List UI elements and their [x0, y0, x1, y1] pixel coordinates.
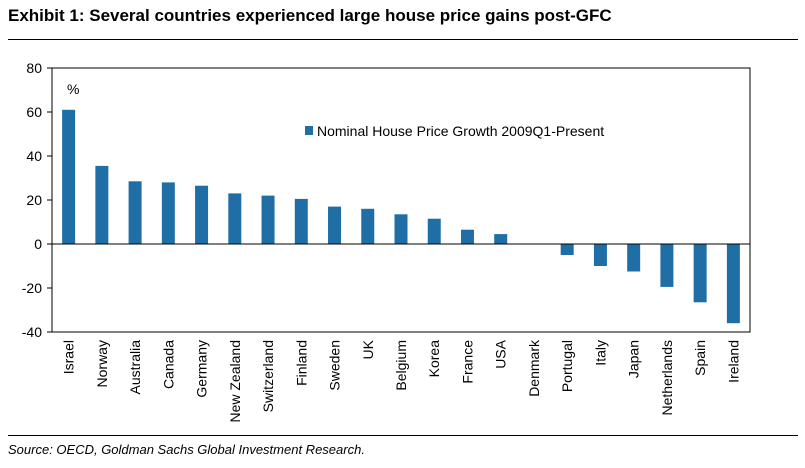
y-tick-label: 40 [26, 148, 42, 164]
bar-series [62, 109, 740, 324]
x-tick-label: New Zealand [227, 340, 243, 423]
bar-sweden [328, 206, 342, 244]
x-tick-label: Japan [626, 340, 642, 378]
y-tick-label: 0 [34, 236, 42, 252]
y-axis: 80 60 40 20 0 -20 -40 [22, 60, 52, 340]
legend-label: Nominal House Price Growth 2009Q1-Presen… [317, 123, 604, 139]
legend: Nominal House Price Growth 2009Q1-Presen… [305, 123, 604, 139]
y-tick-label: 20 [26, 192, 42, 208]
bar-netherlands [660, 244, 674, 287]
bar-belgium [394, 214, 408, 244]
x-tick-label: Belgium [393, 340, 409, 391]
title-rule [8, 39, 798, 40]
bar-israel [62, 109, 76, 244]
plot-frame [51, 67, 751, 333]
bar-italy [593, 244, 607, 266]
x-tick-label: Ireland [725, 340, 741, 383]
x-tick-label: Switzerland [260, 340, 276, 412]
x-tick-label: Denmark [526, 339, 542, 397]
bar-germany [195, 185, 209, 244]
unit-label: % [67, 81, 79, 97]
x-tick-label: Israel [61, 340, 77, 374]
bar-australia [128, 181, 142, 244]
source-note: Source: OECD, Goldman Sachs Global Inves… [8, 442, 365, 457]
bar-uk [361, 208, 375, 244]
bar-chart: 80 60 40 20 0 -20 -40 Israel Norway Australia Can… [22, 60, 751, 423]
bar-switzerland [261, 195, 275, 244]
bar-norway [95, 165, 109, 244]
y-tick-label: -40 [22, 324, 42, 340]
x-tick-label: Portugal [559, 340, 575, 392]
chart-title: Exhibit 1: Several countries experienced… [8, 6, 612, 25]
x-tick-label: Australia [127, 340, 143, 395]
bar-finland [294, 198, 308, 244]
x-axis-labels: Israel Norway Australia Canada Germany New Ze… [61, 339, 742, 422]
bar-ireland [726, 244, 740, 324]
x-tick-label: Germany [194, 340, 210, 398]
bar-new-zealand [228, 193, 242, 244]
x-tick-label: Netherlands [659, 340, 675, 416]
legend-swatch [305, 126, 313, 135]
x-tick-label: Italy [592, 340, 608, 366]
bar-usa [494, 234, 508, 244]
x-tick-label: Finland [293, 340, 309, 386]
y-tick-label: 60 [26, 104, 42, 120]
x-tick-label: France [459, 340, 475, 384]
bar-france [460, 229, 474, 244]
y-tick-label: 80 [26, 60, 42, 76]
y-tick-label: -20 [22, 280, 42, 296]
bar-portugal [560, 244, 574, 255]
footer-rule [8, 435, 798, 436]
bar-canada [161, 182, 175, 244]
x-tick-label: Canada [160, 340, 176, 389]
x-tick-label: Norway [94, 340, 110, 387]
bar-korea [427, 218, 441, 244]
x-tick-label: Spain [692, 340, 708, 376]
bar-japan [627, 244, 641, 272]
x-tick-label: UK [360, 339, 376, 359]
bar-spain [693, 244, 707, 303]
x-tick-label: Sweden [327, 340, 343, 391]
x-tick-label: USA [493, 339, 509, 368]
x-tick-label: Korea [426, 340, 442, 378]
